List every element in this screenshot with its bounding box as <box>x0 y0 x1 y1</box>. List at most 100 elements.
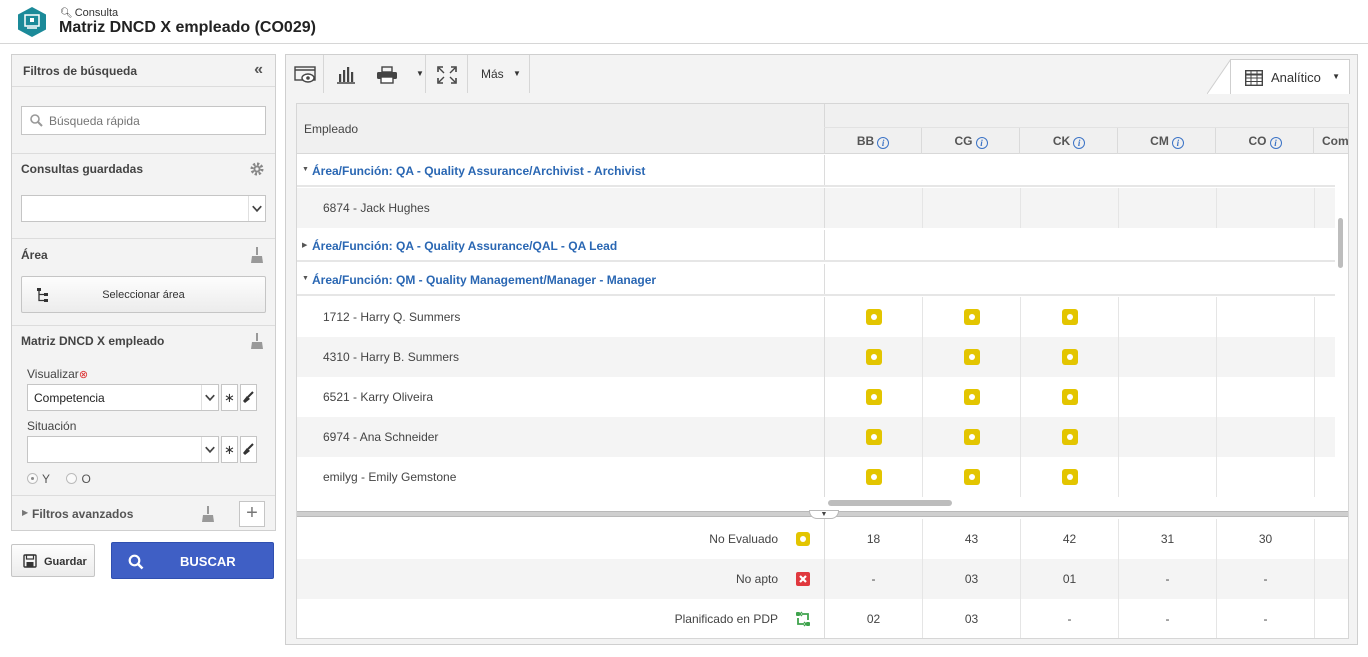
not-evaluated-icon[interactable] <box>1062 429 1078 445</box>
radio-and-label: Y <box>42 472 50 486</box>
not-evaluated-icon[interactable] <box>866 469 882 485</box>
fullscreen-button[interactable] <box>426 55 468 93</box>
not-evaluated-icon[interactable] <box>964 469 980 485</box>
save-button[interactable]: Guardar <box>11 544 95 577</box>
divider <box>824 337 825 377</box>
info-icon[interactable]: i <box>1073 137 1086 149</box>
clear-broom-icon <box>243 391 254 403</box>
clear-field-button[interactable] <box>240 436 257 463</box>
divider <box>1118 417 1119 457</box>
info-icon[interactable]: i <box>877 137 890 149</box>
column-header[interactable]: CK i <box>1021 128 1118 154</box>
saved-queries-select[interactable] <box>21 195 266 222</box>
divider <box>824 559 825 599</box>
quick-search-input[interactable] <box>49 112 259 130</box>
clear-broom-icon[interactable] <box>251 333 263 349</box>
column-header[interactable]: CG i <box>923 128 1020 154</box>
more-menu-button[interactable]: Más ▼ <box>468 55 530 93</box>
column-header[interactable]: CO i <box>1217 128 1314 154</box>
collapse-arrow-icon[interactable]: ▼ <box>302 275 309 282</box>
collapse-arrow-icon[interactable]: ▼ <box>302 166 309 173</box>
summary-count: 31 <box>1160 532 1175 546</box>
table-row[interactable]: 6974 - Ana Schneider <box>297 417 1335 457</box>
group-row[interactable]: ▶ Área/Función: QA - Quality Assurance/QA… <box>297 230 1335 262</box>
clear-broom-icon[interactable] <box>202 506 214 522</box>
select-all-button[interactable]: ∗ <box>221 436 238 463</box>
chevron-down-icon <box>201 437 215 462</box>
horizontal-scrollbar[interactable] <box>828 500 952 506</box>
not-evaluated-icon[interactable] <box>866 429 882 445</box>
radio-or[interactable] <box>66 473 78 484</box>
divider <box>824 188 825 228</box>
table-row[interactable]: 4310 - Harry B. Summers <box>297 337 1335 377</box>
divider <box>1216 188 1217 228</box>
bar-chart-icon <box>337 67 355 84</box>
view-record-button[interactable] <box>286 55 324 93</box>
select-all-button[interactable]: ∗ <box>221 384 238 411</box>
advanced-filters-label: Filtros avanzados <box>32 507 134 521</box>
situation-select[interactable] <box>27 436 219 463</box>
expand-arrow-icon[interactable]: ▶ <box>22 508 29 517</box>
planned-pdp-icon <box>796 611 810 627</box>
group-row[interactable]: ▼ Área/Función: QA - Quality Assurance/Ar… <box>297 155 1335 187</box>
divider <box>824 297 825 337</box>
chart-button[interactable] <box>324 55 366 93</box>
divider <box>1020 417 1021 457</box>
chevron-down-icon[interactable]: ▼ <box>809 510 839 519</box>
summary-row: Planificado en PDP 02 03 - - - <box>297 599 1348 638</box>
not-evaluated-icon[interactable] <box>1062 349 1078 365</box>
not-evaluated-icon[interactable] <box>1062 389 1078 405</box>
not-evaluated-icon[interactable] <box>964 309 980 325</box>
clear-broom-icon[interactable] <box>251 247 263 263</box>
column-header[interactable]: Com <box>1315 128 1348 154</box>
info-icon[interactable]: i <box>975 137 988 149</box>
clear-field-button[interactable] <box>240 384 257 411</box>
search-button[interactable]: BUSCAR <box>111 542 274 579</box>
gear-icon[interactable] <box>249 161 265 177</box>
expand-arrow-icon[interactable]: ▶ <box>302 242 308 249</box>
breadcrumb[interactable]: 🔍︎ Consulta <box>60 7 118 19</box>
tab-edge <box>1207 59 1231 94</box>
column-header[interactable]: CM i <box>1119 128 1216 154</box>
collapse-panel-icon[interactable]: « <box>254 61 263 78</box>
not-evaluated-icon[interactable] <box>964 389 980 405</box>
visualize-value: Competencia <box>34 391 105 405</box>
employee-column-header[interactable]: Empleado <box>304 122 359 136</box>
column-header-label: CG <box>954 134 973 148</box>
employee-name: 6521 - Karry Oliveira <box>323 390 434 404</box>
divider <box>824 599 825 638</box>
info-icon[interactable]: i <box>1171 137 1184 149</box>
filter-panel-header: Filtros de búsqueda « <box>12 55 275 87</box>
divider <box>1216 559 1217 599</box>
add-filter-button[interactable]: + <box>239 501 265 527</box>
not-evaluated-icon[interactable] <box>1062 309 1078 325</box>
not-evaluated-icon[interactable] <box>1062 469 1078 485</box>
quick-search-field[interactable] <box>21 106 266 135</box>
vertical-scrollbar[interactable] <box>1338 218 1343 268</box>
not-evaluated-icon[interactable] <box>964 429 980 445</box>
table-row[interactable]: 6874 - Jack Hughes <box>297 188 1335 228</box>
divider <box>824 127 1348 128</box>
visualize-select[interactable]: Competencia <box>27 384 219 411</box>
column-header[interactable]: BB i <box>825 128 922 154</box>
summary-count: 03 <box>964 612 979 626</box>
group-row[interactable]: ▼ Área/Función: QM - Quality Management/M… <box>297 264 1335 296</box>
not-evaluated-icon[interactable] <box>866 309 882 325</box>
radio-and[interactable] <box>27 473 38 484</box>
required-icon: ⊗ <box>78 369 89 381</box>
view-mode-tab[interactable]: Analítico ▼ <box>1230 59 1350 94</box>
table-row[interactable]: 1712 - Harry Q. Summers <box>297 297 1335 337</box>
visualize-label-text: Visualizar <box>27 367 79 381</box>
table-row[interactable]: 6521 - Karry Oliveira <box>297 377 1335 417</box>
not-evaluated-icon[interactable] <box>866 389 882 405</box>
advanced-filters-section[interactable]: ▶ Filtros avanzados + <box>12 495 275 531</box>
clear-broom-icon <box>243 443 254 455</box>
print-button[interactable]: ▼ <box>366 55 426 93</box>
not-evaluated-icon[interactable] <box>964 349 980 365</box>
table-row[interactable]: emilyg - Emily Gemstone <box>297 457 1335 497</box>
divider <box>1020 599 1021 638</box>
select-area-button[interactable]: Seleccionar área <box>21 276 266 313</box>
info-icon[interactable]: i <box>1269 137 1282 149</box>
pane-splitter[interactable]: ▼ <box>297 510 1348 519</box>
not-evaluated-icon[interactable] <box>866 349 882 365</box>
